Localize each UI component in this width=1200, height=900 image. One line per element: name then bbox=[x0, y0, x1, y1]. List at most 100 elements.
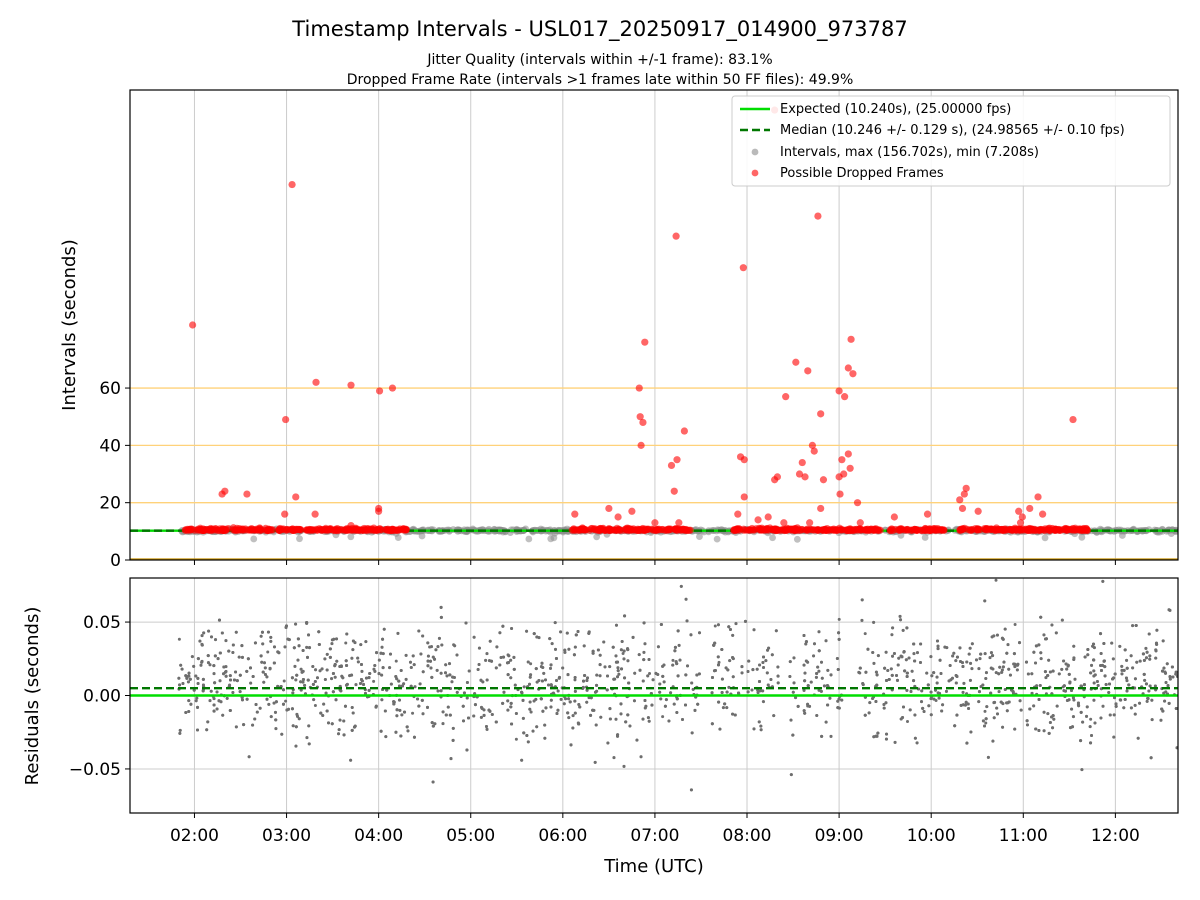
residual-point bbox=[965, 660, 969, 664]
residual-point bbox=[1165, 662, 1169, 666]
residual-point bbox=[792, 656, 796, 660]
dropped-frame-point bbox=[635, 384, 643, 392]
residual-point bbox=[350, 728, 354, 732]
residual-point bbox=[667, 719, 671, 723]
residual-point bbox=[1052, 717, 1056, 721]
residual-point bbox=[563, 650, 567, 654]
residual-point bbox=[251, 723, 255, 727]
dropped-frame-point bbox=[764, 513, 772, 521]
residual-point bbox=[490, 659, 494, 663]
residual-point bbox=[826, 703, 830, 707]
residual-point bbox=[731, 712, 735, 716]
residual-point bbox=[875, 734, 879, 738]
residual-point bbox=[235, 679, 239, 683]
residual-point bbox=[752, 727, 756, 731]
dropped-frame-point bbox=[967, 526, 976, 534]
residual-point bbox=[614, 717, 618, 721]
residual-point bbox=[1046, 712, 1050, 716]
residual-point bbox=[596, 648, 600, 652]
residual-point bbox=[945, 646, 949, 650]
residual-point bbox=[380, 673, 384, 677]
residual-point bbox=[1005, 709, 1009, 713]
residual-point bbox=[451, 726, 455, 730]
residual-point bbox=[710, 691, 714, 695]
residual-point bbox=[659, 623, 663, 627]
residual-point bbox=[224, 674, 228, 678]
residual-point bbox=[1030, 672, 1034, 676]
residual-point bbox=[1125, 658, 1129, 662]
dropped-frame-point bbox=[253, 526, 262, 534]
residual-point bbox=[820, 676, 824, 680]
residual-point bbox=[1174, 672, 1178, 676]
residual-point bbox=[716, 663, 720, 667]
residual-point bbox=[322, 702, 326, 706]
residual-point bbox=[791, 733, 795, 737]
residual-point bbox=[986, 755, 990, 759]
residual-point bbox=[305, 645, 309, 649]
residual-point bbox=[411, 654, 415, 658]
residual-point bbox=[927, 704, 931, 708]
residual-point bbox=[307, 724, 311, 728]
residual-point bbox=[585, 688, 589, 692]
residual-point bbox=[935, 681, 939, 685]
residual-point bbox=[1147, 632, 1151, 636]
residual-point bbox=[472, 635, 476, 639]
residual-point bbox=[675, 697, 679, 701]
dropped-frame-point bbox=[836, 490, 844, 498]
residual-point bbox=[319, 711, 323, 715]
residual-point bbox=[766, 683, 770, 687]
residual-point bbox=[913, 736, 917, 740]
residual-point bbox=[569, 743, 573, 747]
residual-point bbox=[284, 699, 288, 703]
dropped-frame-point bbox=[375, 387, 384, 395]
residual-point bbox=[1171, 675, 1175, 679]
dropped-frame-point bbox=[181, 526, 190, 534]
interval-point bbox=[713, 535, 721, 543]
residual-point bbox=[259, 634, 263, 638]
residual-point bbox=[898, 614, 902, 618]
residual-point bbox=[292, 646, 296, 650]
residual-point bbox=[617, 672, 621, 676]
residual-point bbox=[540, 661, 544, 665]
residual-point bbox=[1114, 704, 1118, 708]
dropped-frame-point bbox=[651, 519, 659, 527]
residual-point bbox=[902, 650, 906, 654]
residual-point bbox=[901, 628, 905, 632]
residual-point bbox=[1055, 704, 1059, 708]
residual-point bbox=[465, 680, 469, 684]
residual-point bbox=[473, 703, 477, 707]
dropped-frame-point bbox=[779, 525, 787, 533]
residual-point bbox=[671, 663, 675, 667]
dropped-frame-point bbox=[402, 526, 410, 534]
residual-point bbox=[907, 656, 911, 660]
residual-point bbox=[920, 700, 924, 704]
residual-point bbox=[789, 773, 793, 777]
residual-point bbox=[567, 647, 571, 651]
residual-point bbox=[968, 646, 972, 650]
residual-point bbox=[334, 698, 338, 702]
dropped-frame-point bbox=[672, 526, 680, 534]
residual-point bbox=[794, 696, 798, 700]
residual-point bbox=[960, 661, 964, 665]
residual-point bbox=[740, 671, 744, 675]
interval-point bbox=[418, 532, 426, 540]
residual-point bbox=[712, 669, 716, 673]
interval-point bbox=[769, 534, 776, 542]
residual-point bbox=[824, 720, 828, 724]
residual-point bbox=[1024, 660, 1028, 664]
residual-point bbox=[828, 696, 832, 700]
residual-point bbox=[426, 664, 430, 668]
dropped-frame-point bbox=[810, 447, 818, 455]
residual-point bbox=[710, 675, 714, 679]
residual-point bbox=[351, 711, 355, 715]
residual-point bbox=[1042, 729, 1046, 733]
residual-point bbox=[1015, 668, 1019, 672]
residual-point bbox=[1101, 579, 1105, 583]
residual-point bbox=[994, 671, 998, 675]
dropped-frame-point bbox=[212, 525, 220, 533]
dropped-frame-point bbox=[282, 415, 290, 424]
intervals-y-tick-label: 20 bbox=[99, 494, 121, 514]
residual-point bbox=[627, 681, 631, 685]
residual-point bbox=[644, 704, 648, 708]
residual-point bbox=[532, 699, 536, 703]
